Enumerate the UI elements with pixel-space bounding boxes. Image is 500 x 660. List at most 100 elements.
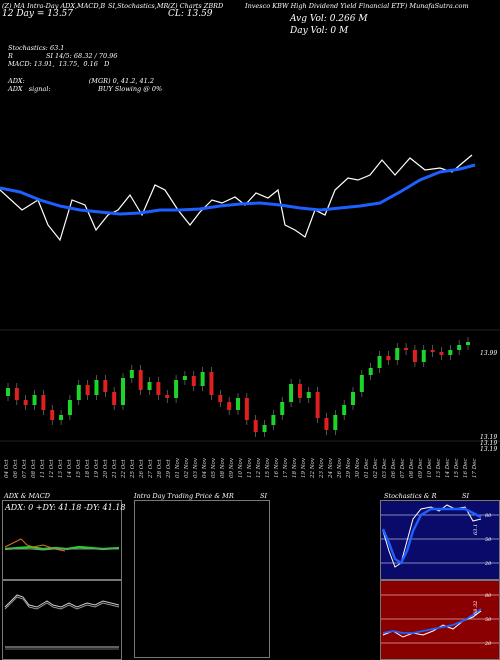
date-label: 25 Oct — [130, 459, 136, 478]
date-label: 13 Oct — [58, 459, 64, 478]
candle-body — [289, 384, 294, 402]
candle-body — [253, 420, 258, 432]
date-label: 22 Nov — [310, 458, 316, 478]
candle-body — [41, 395, 46, 410]
date-label: 12 Nov — [256, 458, 262, 478]
date-label: 28 Oct — [157, 459, 163, 478]
candle-body — [244, 398, 249, 420]
stoch-panel-si: SI — [462, 492, 470, 500]
date-label: 01 Dec — [364, 458, 370, 479]
intraday-panel-si: SI — [260, 492, 268, 500]
candle-body — [306, 392, 311, 398]
date-label: 07 Oct — [22, 459, 28, 478]
date-label: 04 Nov — [202, 458, 208, 478]
candle-body — [191, 376, 196, 386]
date-label: 02 Nov — [184, 458, 190, 478]
stochastics-panel: 80 50 20 63.1 — [380, 500, 500, 580]
candle-body — [67, 400, 72, 415]
header-ticker: (Z) Charts ZBRD — [168, 2, 224, 10]
candle-body — [315, 392, 320, 418]
date-label: 03 Nov — [193, 458, 199, 478]
candle-body — [421, 350, 426, 362]
date-label: 06 Dec — [391, 458, 397, 479]
candle-body — [404, 348, 409, 350]
date-label: 27 Oct — [148, 459, 154, 478]
candle-body — [200, 372, 205, 386]
date-label: 29 Oct — [166, 459, 172, 478]
indicator-rsi: R SI 14/5: 68.32 / 70.96 — [8, 52, 118, 60]
candle-body — [112, 392, 117, 405]
candle-body — [103, 380, 108, 392]
candle-body — [138, 370, 143, 390]
candle-body — [156, 382, 161, 395]
date-label: 11 Oct — [40, 459, 46, 478]
intraday-panel — [134, 500, 270, 658]
candle-body — [262, 425, 267, 432]
date-label: 08 Dec — [409, 458, 415, 479]
candle-body — [147, 382, 152, 390]
candle-body — [412, 350, 417, 362]
candle-body — [368, 368, 373, 375]
date-label: 26 Nov — [337, 458, 343, 478]
candle-body — [209, 372, 214, 395]
date-label: 11 Nov — [247, 458, 253, 478]
candle-body — [333, 415, 338, 430]
candle-body — [386, 356, 391, 360]
date-label: 17 Dec — [472, 458, 478, 479]
date-label: 20 Oct — [103, 459, 109, 478]
date-label: 08 Nov — [220, 458, 226, 478]
candle-body — [174, 380, 179, 398]
header-left: (Z) MA Intra-Day ADX,MACD,B — [2, 2, 106, 10]
macd-panel — [2, 580, 122, 660]
day-volume: Day Vol: 0 M — [290, 26, 349, 36]
candle-body — [395, 348, 400, 360]
adx-panel-title: ADX & MACD — [4, 492, 50, 500]
date-label: 02 Dec — [373, 458, 379, 479]
indicator-adx-signal: ADX signal: BUY Slowing @ 0% — [8, 85, 163, 93]
price-label-bottom-2: 13.19 — [480, 440, 497, 447]
header-ma-label: 12 Day = 13.57 — [2, 9, 74, 19]
date-label: 13 Dec — [436, 458, 442, 479]
indicator-stochastics: Stochastics: 63.1 — [8, 44, 65, 52]
date-label: 10 Nov — [238, 458, 244, 478]
header-mid: SI,Stochastics,MR — [108, 2, 169, 10]
date-label: 21 Oct — [112, 459, 118, 478]
date-label: 19 Oct — [94, 459, 100, 478]
date-label: 15 Nov — [265, 458, 271, 478]
date-label: 29 Nov — [346, 458, 352, 478]
candle-body — [32, 395, 37, 405]
date-label: 03 Dec — [382, 458, 388, 479]
intraday-panel-title: Intra Day Trading Price & MR — [134, 492, 234, 500]
date-label: 10 Dec — [427, 458, 433, 479]
svg-text:80: 80 — [485, 513, 492, 519]
date-label: 17 Nov — [283, 458, 289, 478]
svg-text:63.1: 63.1 — [473, 524, 479, 535]
indicator-macd: MACD: 13.91, 13.75, 0.16 D — [8, 60, 110, 68]
adx-chart — [4, 538, 120, 552]
candle-body — [59, 415, 64, 420]
avg-volume: Avg Vol: 0.266 M — [290, 14, 368, 24]
candle-body — [377, 356, 382, 368]
candle-body — [359, 375, 364, 392]
candle-body — [218, 395, 223, 402]
macd-chart — [4, 594, 120, 650]
stochastics-chart: 80 50 20 63.1 — [381, 504, 499, 568]
candle-body — [439, 352, 444, 355]
price-label-top: 13.99 — [480, 350, 497, 357]
date-label: 26 Oct — [139, 459, 145, 478]
date-label: 14 Oct — [67, 459, 73, 478]
svg-text:68.32: 68.32 — [473, 601, 479, 615]
candle-body — [14, 388, 19, 400]
candle-body — [50, 410, 55, 420]
candle-body — [457, 345, 462, 350]
svg-text:50: 50 — [485, 617, 492, 623]
candle-body — [297, 384, 302, 398]
date-label: 01 Nov — [175, 458, 181, 478]
candle-body — [271, 415, 276, 425]
candle-body — [466, 342, 470, 345]
candle-body — [76, 385, 81, 400]
date-label: 15 Oct — [76, 459, 82, 478]
date-label: 19 Nov — [301, 458, 307, 478]
date-label: 08 Oct — [31, 459, 37, 478]
